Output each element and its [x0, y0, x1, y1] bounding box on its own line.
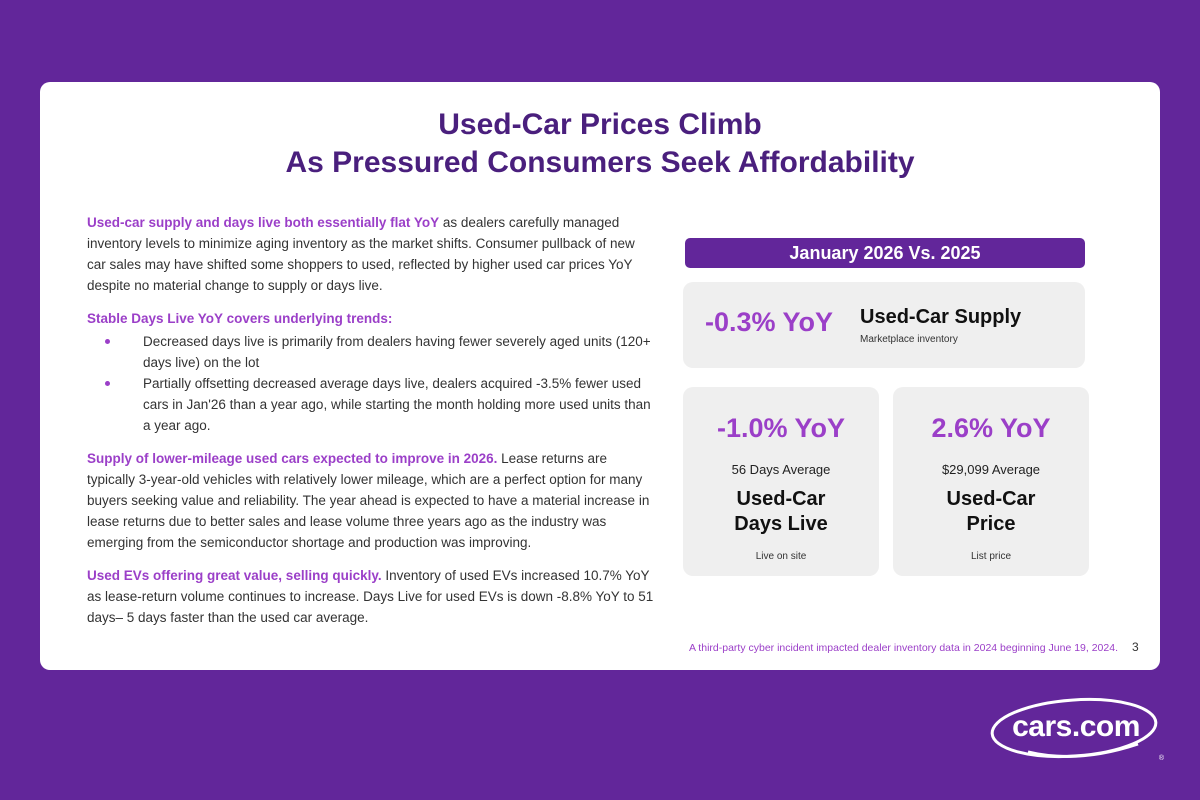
paragraph-evs-text: Inventory of used EVs increased 10.7% Yo… [87, 568, 654, 625]
cars-com-logo: cars.com ® [988, 694, 1164, 762]
subheading-days-live: Stable Days Live YoY covers underlying t… [87, 311, 393, 326]
body-text: Used-car supply and days live both essen… [87, 212, 657, 640]
page-number: 3 [1132, 640, 1139, 654]
footnote: A third-party cyber incident impacted de… [688, 642, 1118, 654]
paragraph-supply-text: as dealers carefully managed inventory l… [87, 215, 635, 293]
price-average: $29,099 Average [941, 462, 1041, 477]
paragraph-supply: Used-car supply and days live both essen… [87, 212, 657, 296]
logo-text: cars.com [1012, 710, 1140, 743]
days-live-sublabel: Live on site [755, 551, 807, 562]
days-live-label-line-2: Days Live [734, 513, 828, 535]
slide-title: Used-Car Prices Climb As Pressured Consu… [40, 106, 1160, 182]
days-live-value: -1.0% YoY [716, 413, 846, 443]
paragraph-evs-highlight: Used EVs offering great value, selling q… [87, 568, 382, 583]
price-stat-card: 2.6% YoY $29,099 Average Used-Car Price … [893, 387, 1089, 576]
paragraph-lease-highlight: Supply of lower-mileage used cars expect… [87, 451, 498, 466]
price-label-line-2: Price [966, 513, 1016, 535]
supply-value: -0.3% YoY [705, 307, 834, 337]
logo-registered-mark: ® [1158, 755, 1164, 762]
days-live-average: 56 Days Average [731, 462, 831, 477]
supply-stat-card: -0.3% YoY Used-Car Supply Marketplace in… [683, 282, 1085, 368]
title-line-1: Used-Car Prices Climb [438, 108, 762, 141]
supply-label: Used-Car Supply [860, 306, 1022, 328]
price-sublabel: List price [970, 551, 1011, 562]
paragraph-evs: Used EVs offering great value, selling q… [87, 565, 657, 628]
slide-card: Used-Car Prices Climb As Pressured Consu… [40, 82, 1160, 670]
days-live-label-line-1: Used-Car [736, 488, 826, 510]
price-label: Used-Car Price [893, 487, 1089, 537]
supply-sublabel: Marketplace inventory [860, 334, 958, 345]
title-line-2: As Pressured Consumers Seek Affordabilit… [285, 146, 915, 179]
comparison-banner: January 2026 Vs. 2025 [685, 238, 1085, 268]
paragraph-supply-highlight: Used-car supply and days live both essen… [87, 215, 440, 230]
bullet-item: Partially offsetting decreased average d… [105, 373, 657, 436]
price-value: 2.6% YoY [931, 413, 1051, 443]
price-label-line-1: Used-Car [946, 488, 1036, 510]
logo-swoosh-icon [990, 697, 1158, 759]
days-live-label: Used-Car Days Live [683, 487, 879, 537]
bullet-item: Decreased days live is primarily from de… [105, 331, 657, 373]
paragraph-lease: Supply of lower-mileage used cars expect… [87, 448, 657, 553]
bullet-list: Decreased days live is primarily from de… [87, 331, 657, 436]
paragraph-lease-text: Lease returns are typically 3-year-old v… [87, 451, 650, 550]
days-live-stat-card: -1.0% YoY 56 Days Average Used-Car Days … [683, 387, 879, 576]
